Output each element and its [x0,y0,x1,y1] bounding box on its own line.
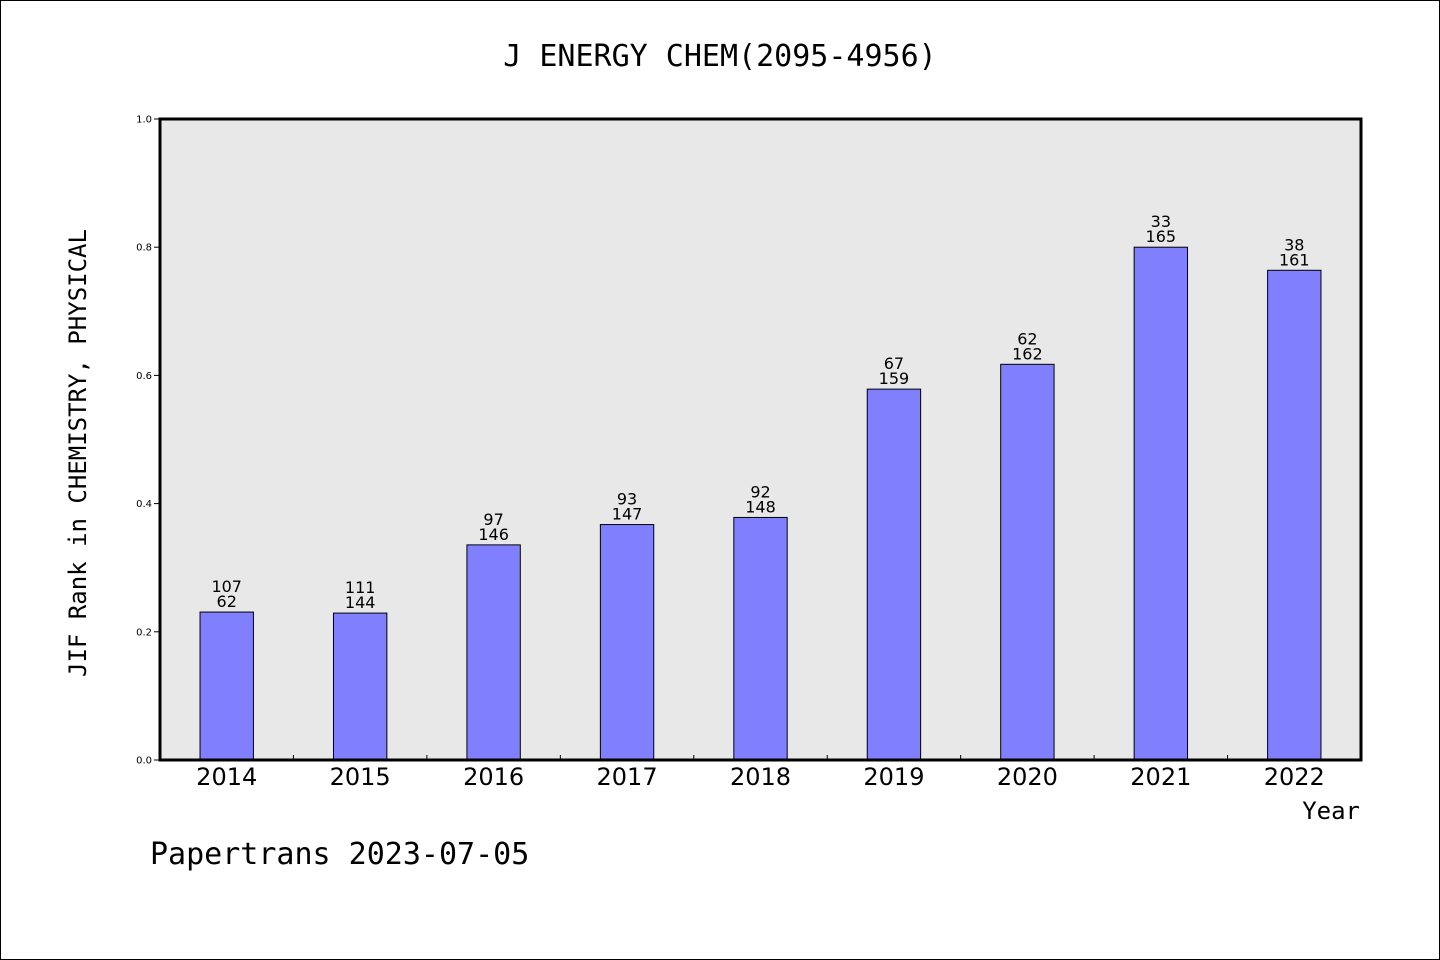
x-axis-label: Year [1302,797,1360,825]
rank-label: 97 [483,510,503,529]
total-label: 161 [1279,250,1310,269]
bar-2016 [466,544,521,761]
total-label: 147 [612,505,643,524]
bar-2020 [1000,363,1055,761]
rank-label: 111 [345,578,376,597]
source-footer: Papertrans 2023-07-05 [150,837,529,872]
total-label: 144 [345,593,376,612]
x-tick-label: 2018 [730,763,791,791]
y-tick-label: 0.6 [136,371,152,382]
rank-label: 33 [1151,212,1171,231]
rank-label: 67 [884,354,904,373]
rank-label: 93 [617,490,637,509]
rank-label: 92 [750,482,770,501]
x-axis: 2014 2015 2016 2017 2018 2019 2020 2021 2022 [196,755,1325,791]
x-tick-label: 2021 [1130,763,1191,791]
total-label: 159 [879,369,910,388]
total-label: 162 [1012,344,1043,363]
bar-2018 [733,516,788,761]
x-tick-label: 2014 [196,763,257,791]
x-tick-label: 2017 [597,763,658,791]
y-tick-label: 1.0 [136,115,152,126]
total-label: 148 [745,497,776,516]
bar-2022 [1267,269,1322,761]
total-label: 146 [478,525,509,544]
y-axis-label: JIF Rank in CHEMISTRY, PHYSICAL [64,229,92,677]
y-tick-label: 0.8 [136,243,152,254]
x-tick-label: 2019 [863,763,924,791]
bar-2019 [866,388,922,761]
rank-label: 62 [1017,329,1037,348]
bar-2014 [199,611,254,761]
x-tick-label: 2020 [997,763,1058,791]
x-tick-label: 2022 [1264,763,1325,791]
bar-2021 [1133,246,1189,761]
rank-label: 38 [1284,235,1304,254]
rank-label: 107 [211,577,242,596]
chart-title: J ENERGY CHEM(2095-4956) [503,39,936,74]
bar-2015 [332,612,388,761]
x-tick-label: 2016 [463,763,524,791]
bar-2017 [599,524,655,761]
y-tick-label: 0.4 [136,499,152,510]
total-label: 62 [217,592,237,611]
y-axis: 0.0 0.2 0.4 0.6 0.8 1.0 [136,115,160,767]
x-tick-label: 2015 [330,763,391,791]
total-label: 165 [1146,227,1177,246]
bars-group: 1076211114497146931479214867159621623316… [199,212,1322,761]
y-tick-label: 0.2 [136,627,152,638]
y-tick-label: 0.0 [136,756,152,767]
plot-border [158,117,1363,762]
